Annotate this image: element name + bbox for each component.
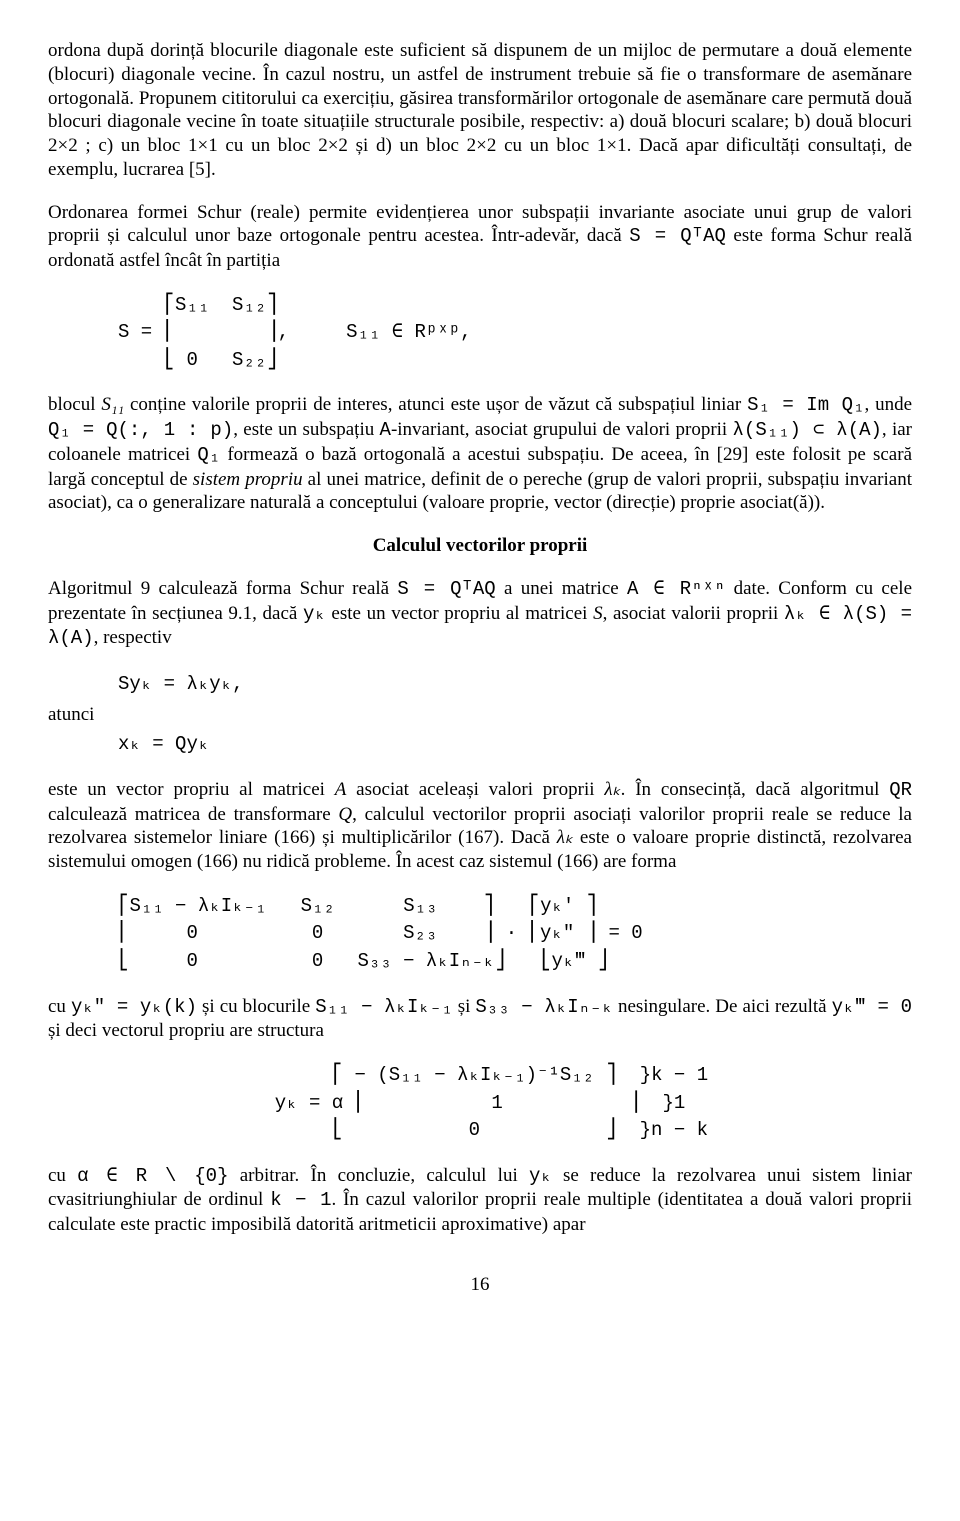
inline-eq: S = QᵀAQ	[629, 225, 726, 247]
text: conține valorile proprii de interes, atu…	[124, 394, 747, 415]
paragraph-5: atunci	[48, 703, 912, 727]
inline-sym: λₖ	[604, 779, 620, 800]
inline-sym: A	[380, 419, 391, 441]
text: și deci vectorul propriu are structura	[48, 1020, 324, 1041]
text: , unde	[864, 394, 912, 415]
page: ordona după dorință blocurile diagonale …	[0, 0, 960, 1337]
paragraph-1: ordona după dorință blocurile diagonale …	[48, 39, 912, 182]
paragraph-4: Algoritmul 9 calculează forma Schur real…	[48, 577, 912, 651]
inline-eq: S₁ = Im Q₁	[747, 394, 864, 416]
inline-eq: Q₁ = Q(:, 1 : p)	[48, 419, 233, 441]
inline-sym: λₖ	[557, 827, 573, 848]
inline-sym: yₖ	[303, 603, 326, 625]
text: calculează matricea de transformare	[48, 804, 338, 825]
paragraph-8: cu α ∈ R \ {0} arbitrar. În concluzie, c…	[48, 1164, 912, 1237]
inline-sym: Q₁	[197, 444, 220, 466]
inline-eq: S₁₁ − λₖIₖ₋₁	[315, 996, 452, 1018]
text: a unei matrice	[496, 578, 627, 599]
inline-eq: A ∈ Rⁿˣⁿ	[627, 578, 725, 600]
text: . În consecință, dacă algoritmul	[621, 779, 890, 800]
inline-sym: A	[335, 779, 347, 800]
text: cu	[48, 996, 71, 1017]
matrix-partition: ⎡S₁₁ S₁₂⎤ S = ⎢ ⎥, S₁₁ ∈ Rᵖˣᵖ, ⎣ 0 S₂₂⎦	[118, 292, 912, 375]
section-heading: Calculul vectorilor proprii	[48, 534, 912, 558]
inline-eq: k − 1	[270, 1189, 331, 1211]
matrix-system: ⎡S₁₁ − λₖIₖ₋₁ S₁₂ S₁₃ ⎤ ⎡yₖ′ ⎤ ⎢ 0 0 S₂₃…	[118, 893, 912, 976]
paragraph-2: Ordonarea formei Schur (reale) permite e…	[48, 201, 912, 273]
equation-xk: xₖ = Qyₖ	[118, 730, 912, 759]
text: , respectiv	[94, 627, 172, 648]
inline-sym: Q	[338, 804, 352, 825]
text: este un vector propriu al matricei	[48, 779, 335, 800]
inline-sym: S₁₁	[101, 394, 124, 415]
text: nesingulare. De aici rezultă	[613, 996, 832, 1017]
text: este un vector propriu al matricei	[326, 603, 593, 624]
inline-eq: α ∈ R \ {0}	[77, 1165, 228, 1187]
inline-sym: yₖ	[529, 1165, 552, 1187]
paragraph-7: cu yₖ″ = yₖ(k) și cu blocurile S₁₁ − λₖI…	[48, 995, 912, 1044]
inline-sym: QR	[889, 779, 912, 801]
text: arbitrar. În concluzie, calculul lui	[228, 1165, 528, 1186]
text: blocul	[48, 394, 101, 415]
text: , este un subspațiu	[233, 419, 379, 440]
paragraph-3: blocul S₁₁ conține valorile proprii de i…	[48, 393, 912, 515]
inline-eq: λ(S₁₁) ⊂ λ(A)	[733, 419, 882, 441]
text: , asociat valorii proprii	[603, 603, 784, 624]
text: și cu blocurile	[197, 996, 315, 1017]
text: asociat aceleași valori proprii	[346, 779, 604, 800]
italic-term: sistem propriu	[193, 469, 303, 490]
paragraph-6: este un vector propriu al matricei A aso…	[48, 778, 912, 874]
inline-eq: yₖ‴ = 0	[832, 996, 912, 1018]
inline-eq: S₃₃ − λₖIₙ₋ₖ	[475, 996, 613, 1018]
text: -invariant, asociat grupului de valori p…	[391, 419, 733, 440]
inline-eq: S = QᵀAQ	[397, 578, 495, 600]
page-number: 16	[48, 1273, 912, 1297]
text: și	[453, 996, 476, 1017]
inline-eq: yₖ″ = yₖ(k)	[71, 996, 197, 1018]
inline-sym: S	[593, 603, 603, 624]
text: Algoritmul 9 calculează forma Schur real…	[48, 578, 397, 599]
text: cu	[48, 1165, 77, 1186]
equation-sy: Syₖ = λₖyₖ,	[118, 670, 912, 699]
matrix-eigenvector: ⎡ − (S₁₁ − λₖIₖ₋₁)⁻¹S₁₂ ⎤ }k − 1 yₖ = α …	[48, 1062, 912, 1145]
